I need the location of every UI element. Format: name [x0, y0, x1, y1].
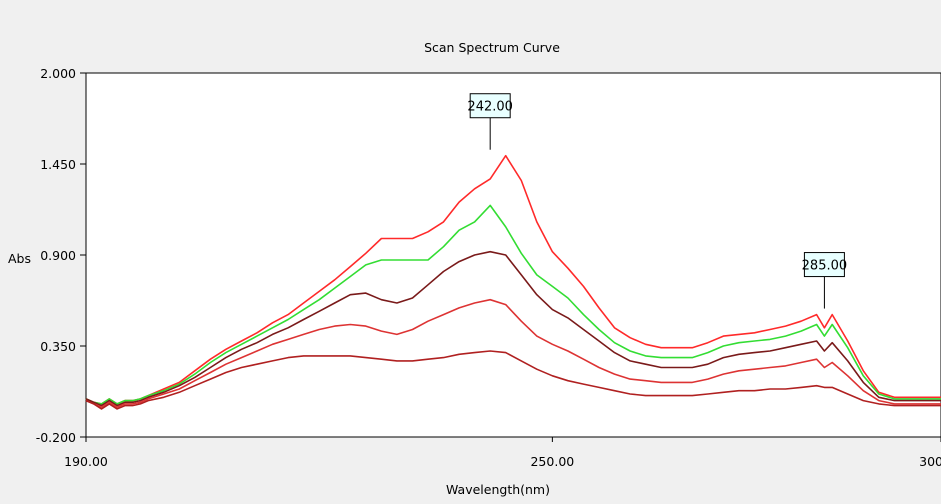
series-layer [85, 154, 941, 410]
peak-label-box [803, 252, 845, 278]
y-tick-label: 2.000 [40, 66, 76, 81]
peak-label-box [469, 93, 511, 119]
peak-label-1: 242.00 [467, 93, 513, 150]
peak-label-2: 285.00 [802, 252, 848, 309]
plot-area [85, 72, 941, 438]
spectrum-series-3 [85, 250, 941, 407]
chart-title: Scan Spectrum Curve [424, 40, 560, 55]
peak-label-text: 285.00 [802, 259, 848, 274]
spectrum-series-2 [85, 204, 941, 405]
y-tick-label: 1.450 [40, 157, 76, 172]
spectrum-series-4 [85, 298, 941, 409]
x-tick-label: 190.00 [64, 454, 108, 469]
y-tick-label: 0.900 [40, 248, 76, 263]
x-axis-ticks: 190.00 250.00 300.00 [64, 437, 941, 469]
peak-label-text: 242.00 [467, 100, 513, 115]
y-axis-ticks: -0.200 0.350 0.900 1.450 2.000 [36, 66, 86, 445]
x-tick-label: 250.00 [530, 454, 574, 469]
peak-annotations: 242.00 285.00 [467, 93, 848, 309]
spectrum-series-5 [85, 350, 941, 410]
y-axis-label: Abs [8, 251, 31, 266]
y-tick-label: -0.200 [36, 430, 76, 445]
x-tick-label: 300.00 [919, 454, 941, 469]
spectrum-series-1 [85, 154, 941, 405]
plot-background [85, 72, 941, 438]
x-axis-label: Wavelength(nm) [446, 482, 550, 497]
y-tick-label: 0.350 [40, 339, 76, 354]
